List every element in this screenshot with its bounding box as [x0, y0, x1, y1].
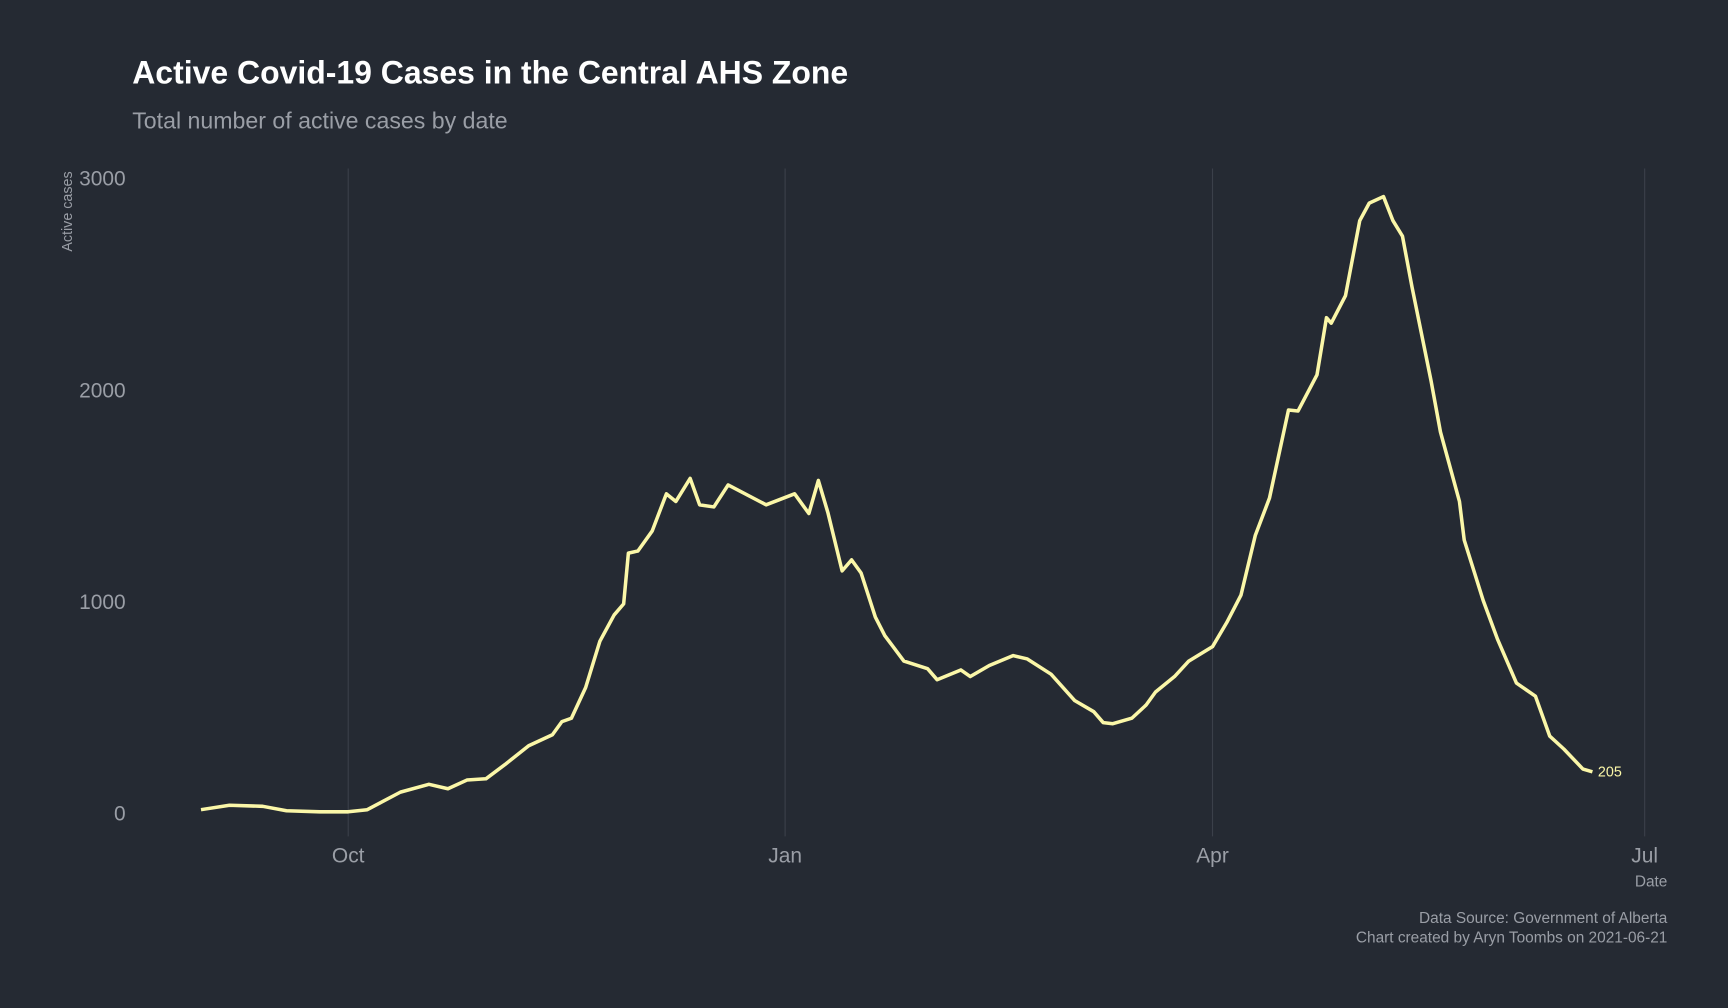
x-tick-label: Jul — [1631, 845, 1658, 868]
y-axis-label: Active cases — [60, 171, 76, 251]
y-tick-label: 2000 — [79, 379, 126, 402]
chart-subtitle: Total number of active cases by date — [132, 107, 507, 133]
y-tick-label: 0 — [114, 803, 126, 826]
y-tick-label: 1000 — [79, 591, 126, 614]
y-tick-label: 3000 — [79, 168, 126, 191]
end-value-label: 205 — [1598, 765, 1622, 781]
x-tick-label: Apr — [1196, 845, 1229, 868]
caption: Data Source: Government of Alberta — [1419, 910, 1668, 927]
x-tick-label: Jan — [768, 845, 802, 868]
x-tick-label: Oct — [332, 845, 365, 868]
data-line — [200, 194, 1593, 814]
chart-title: Active Covid-19 Cases in the Central AHS… — [132, 54, 848, 90]
x-axis-label: Date — [1635, 873, 1668, 890]
caption: Chart created by Aryn Toombs on 2021-06-… — [1356, 930, 1668, 947]
